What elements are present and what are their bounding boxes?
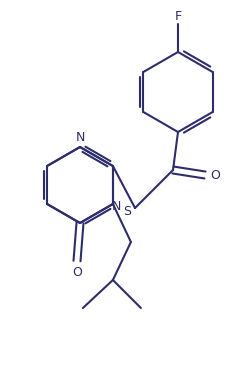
Text: N: N bbox=[75, 131, 84, 144]
Text: O: O bbox=[72, 266, 82, 279]
Text: S: S bbox=[122, 205, 131, 218]
Text: N: N bbox=[112, 199, 121, 212]
Text: F: F bbox=[174, 10, 181, 23]
Text: O: O bbox=[209, 168, 219, 182]
